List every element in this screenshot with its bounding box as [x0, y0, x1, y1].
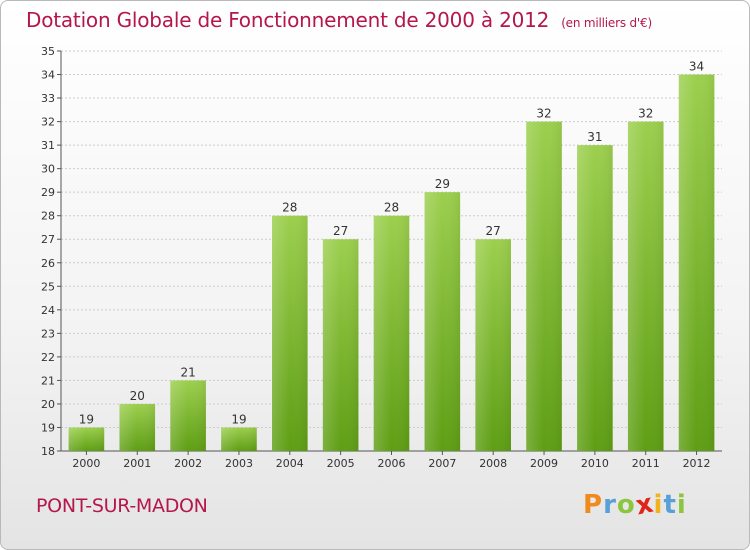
y-tick-label-30: 30: [41, 163, 55, 176]
data-label-2002: 21: [180, 365, 195, 379]
y-tick-label-29: 29: [41, 186, 55, 199]
bar-shine-2004: [272, 215, 308, 451]
bar-shine-2001: [119, 403, 156, 451]
logo-letter-2: o: [616, 490, 636, 520]
data-label-2010: 31: [587, 130, 602, 144]
logo-letter-6: i: [676, 490, 687, 520]
y-tick-label-35: 35: [41, 45, 55, 58]
bar-shine-2009: [526, 121, 562, 452]
chart-title-text: Dotation Globale de Fonctionnement de 20…: [26, 8, 550, 32]
location-name: PONT-SUR-MADON: [36, 495, 208, 517]
y-tick-label-21: 21: [41, 374, 55, 387]
y-tick-label-23: 23: [41, 327, 55, 340]
logo-letter-5: t: [663, 490, 677, 520]
x-tick-label-2010: 2010: [581, 457, 609, 470]
bar-shine-2006: [373, 215, 410, 451]
bar-shine-2007: [424, 192, 461, 452]
bar-shine-2008: [475, 239, 511, 451]
data-label-2005: 27: [333, 224, 348, 238]
x-tick-label-2006: 2006: [378, 457, 406, 470]
x-tick-label-2008: 2008: [479, 457, 507, 470]
chart-title: Dotation Globale de Fonctionnement de 20…: [26, 8, 652, 32]
bar-shine-2000: [68, 427, 105, 451]
y-tick-label-22: 22: [41, 351, 55, 364]
bar-shine-2005: [322, 239, 359, 451]
x-tick-label-2011: 2011: [632, 457, 660, 470]
data-label-2012: 34: [689, 60, 704, 74]
y-tick-label-18: 18: [41, 445, 55, 458]
data-label-2009: 32: [536, 107, 551, 121]
y-tick-label-32: 32: [41, 116, 55, 129]
x-tick-label-2012: 2012: [683, 457, 711, 470]
data-label-2011: 32: [638, 107, 653, 121]
bars: [68, 74, 715, 452]
logo-letter-1: r: [603, 490, 617, 520]
chart-subtitle: (en milliers d'€): [561, 16, 652, 30]
bar-shine-2002: [170, 380, 206, 451]
y-tick-label-24: 24: [41, 304, 55, 317]
bar-shine-2003: [221, 427, 257, 451]
x-tick-label-2009: 2009: [530, 457, 558, 470]
y-tick-label-26: 26: [41, 257, 55, 270]
x-tick-label-2000: 2000: [72, 457, 100, 470]
y-tick-label-25: 25: [41, 280, 55, 293]
x-tick-label-2003: 2003: [225, 457, 253, 470]
data-label-2007: 29: [435, 177, 450, 191]
x-tick-label-2005: 2005: [327, 457, 355, 470]
logo-letter-0: P: [583, 490, 604, 520]
bar-shine-2010: [577, 145, 613, 451]
y-tick-label-27: 27: [41, 233, 55, 246]
bar-shine-2011: [627, 121, 664, 452]
bar-shine-2012: [678, 74, 715, 451]
y-tick-label-31: 31: [41, 139, 55, 152]
data-labels: 19 20 21 19 28 27 28 29 27 32 31 32 34: [79, 60, 704, 427]
x-tick-label-2007: 2007: [428, 457, 456, 470]
y-tick-label-19: 19: [41, 421, 55, 434]
x-tick-label-2001: 2001: [123, 457, 151, 470]
logo-letter-4: i: [653, 490, 664, 520]
y-tick-label-20: 20: [41, 398, 55, 411]
x-tick-label-2002: 2002: [174, 457, 202, 470]
data-label-2006: 28: [384, 201, 399, 215]
proxiti-logo: Proxiti: [583, 488, 687, 521]
data-label-2001: 20: [130, 389, 145, 403]
data-label-2000: 19: [79, 412, 94, 426]
data-label-2008: 27: [486, 224, 501, 238]
y-tick-label-34: 34: [41, 69, 55, 82]
x-tick-label-2004: 2004: [276, 457, 304, 470]
data-label-2003: 19: [231, 412, 246, 426]
y-tick-label-28: 28: [41, 210, 55, 223]
y-tick-label-33: 33: [41, 92, 55, 105]
data-label-2004: 28: [282, 201, 297, 215]
tick-labels: 18 19 20 21 22 23 24 25 26 27 28 29 30 31 32 33 34 35 2000…: [41, 45, 711, 470]
